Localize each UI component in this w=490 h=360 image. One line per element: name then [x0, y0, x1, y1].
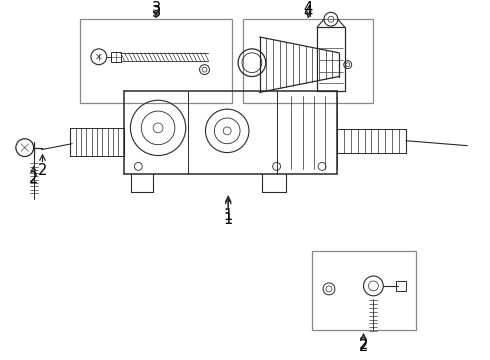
Bar [396, 281, 406, 291]
Text: 2: 2 [359, 337, 368, 352]
Text: 2: 2 [29, 171, 38, 186]
Text: 2: 2 [38, 163, 47, 178]
Bar [317, 27, 345, 91]
Text: 4: 4 [304, 5, 313, 20]
Text: 2: 2 [359, 339, 368, 354]
Text: 1: 1 [223, 212, 233, 227]
Text: 4: 4 [304, 1, 313, 16]
Text: 3: 3 [151, 1, 161, 16]
Text: 1: 1 [223, 208, 233, 223]
Bar [111, 52, 121, 62]
Text: 3: 3 [151, 5, 161, 20]
